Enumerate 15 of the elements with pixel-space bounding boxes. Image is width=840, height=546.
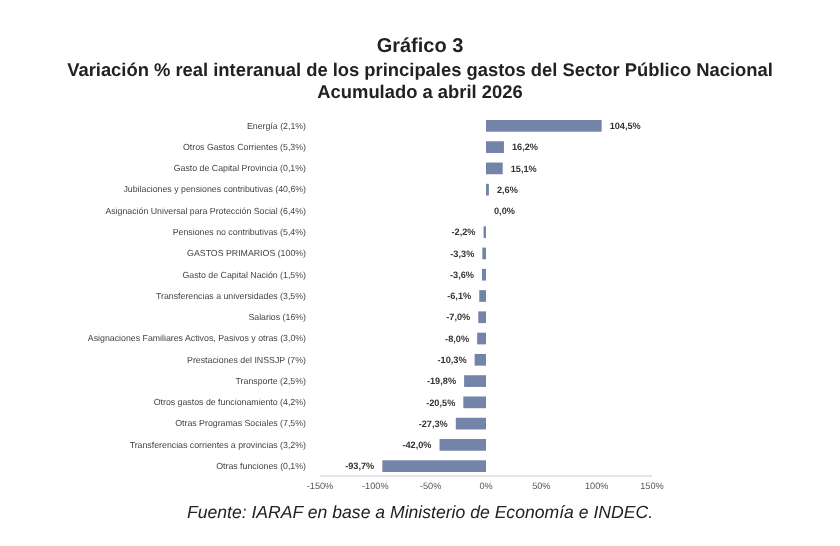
chart-subtitle: Variación % real interanual de los principales gastos del Sector Público Nacional Acumulado a abril 2026 <box>67 60 773 102</box>
chart-title: Gráfico 3 <box>376 36 465 58</box>
bar <box>463 396 486 409</box>
bar <box>478 311 486 324</box>
bar <box>464 375 486 387</box>
bar <box>474 353 486 366</box>
bar <box>382 460 486 472</box>
bar <box>477 332 486 345</box>
bar <box>486 141 504 153</box>
bar <box>479 290 486 302</box>
bar <box>439 439 486 451</box>
source-note: Fuente: IARAF en base a Ministerio de Economía e INDEC. <box>186 502 654 522</box>
bar <box>486 120 602 132</box>
bar <box>486 162 503 175</box>
bar <box>455 417 486 430</box>
